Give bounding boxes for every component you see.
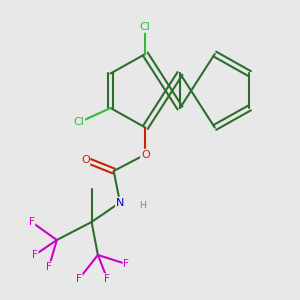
Text: O: O: [141, 149, 150, 160]
Text: Cl: Cl: [74, 117, 84, 128]
Text: F: F: [76, 274, 82, 284]
Text: O: O: [81, 154, 90, 165]
Text: F: F: [32, 250, 38, 260]
Text: F: F: [104, 274, 110, 284]
Text: Cl: Cl: [140, 22, 151, 32]
Text: F: F: [28, 217, 34, 227]
Text: N: N: [116, 197, 124, 208]
Text: H: H: [139, 201, 146, 210]
Text: F: F: [123, 259, 129, 269]
Text: F: F: [46, 262, 52, 272]
